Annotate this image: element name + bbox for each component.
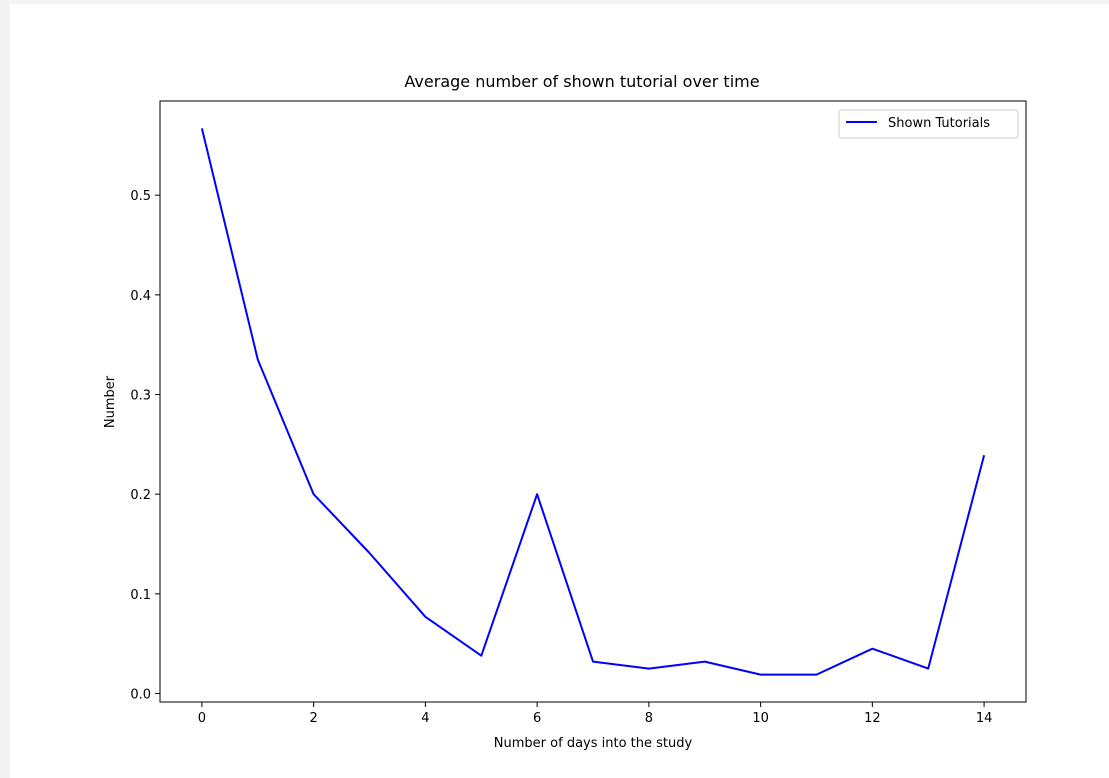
y-tick-label: 0.0	[130, 688, 151, 703]
figure: Average number of shown tutorial over ti…	[10, 4, 1109, 778]
y-axis: 0.0 0.1 0.2 0.3 0.4 0.5	[130, 189, 160, 703]
x-tick-label: 6	[533, 711, 541, 726]
x-tick-label: 12	[864, 711, 881, 726]
legend-label: Shown Tutorials	[888, 116, 990, 131]
x-tick-label: 8	[645, 711, 653, 726]
x-tick-label: 10	[752, 711, 769, 726]
legend: Shown Tutorials	[838, 109, 1019, 139]
data-point	[648, 668, 650, 670]
plot-frame	[159, 100, 1027, 703]
data-point	[815, 674, 817, 676]
x-tick-label: 0	[198, 711, 206, 726]
x-tick-label: 2	[310, 711, 318, 726]
y-tick-label: 0.3	[130, 389, 151, 404]
data-point	[201, 127, 203, 129]
x-axis-label: Number of days into the study	[494, 736, 693, 751]
data-point	[983, 454, 985, 456]
data-point	[760, 674, 762, 676]
x-axis: 0 2 4 6 8 10 12 14	[198, 702, 993, 726]
chart-title: Average number of shown tutorial over ti…	[404, 72, 759, 91]
data-point	[592, 661, 594, 663]
data-point	[536, 493, 538, 495]
data-point	[927, 668, 929, 670]
series-layer	[200, 127, 986, 676]
series-line	[200, 128, 986, 676]
data-point	[369, 552, 371, 554]
y-axis-label: Number	[103, 375, 118, 428]
y-tick-label: 0.4	[130, 289, 151, 304]
data-point	[424, 616, 426, 618]
x-tick-label: 4	[421, 711, 429, 726]
line-chart: Average number of shown tutorial over ti…	[103, 72, 1027, 751]
data-point	[313, 493, 315, 495]
y-tick-label: 0.2	[130, 488, 151, 503]
x-tick-label: 14	[976, 711, 993, 726]
y-tick-label: 0.1	[130, 588, 151, 603]
y-tick-label: 0.5	[130, 189, 151, 204]
data-point	[704, 661, 706, 663]
data-point	[257, 359, 259, 361]
legend-box	[838, 109, 1019, 139]
data-point	[480, 655, 482, 657]
data-point	[871, 648, 873, 650]
